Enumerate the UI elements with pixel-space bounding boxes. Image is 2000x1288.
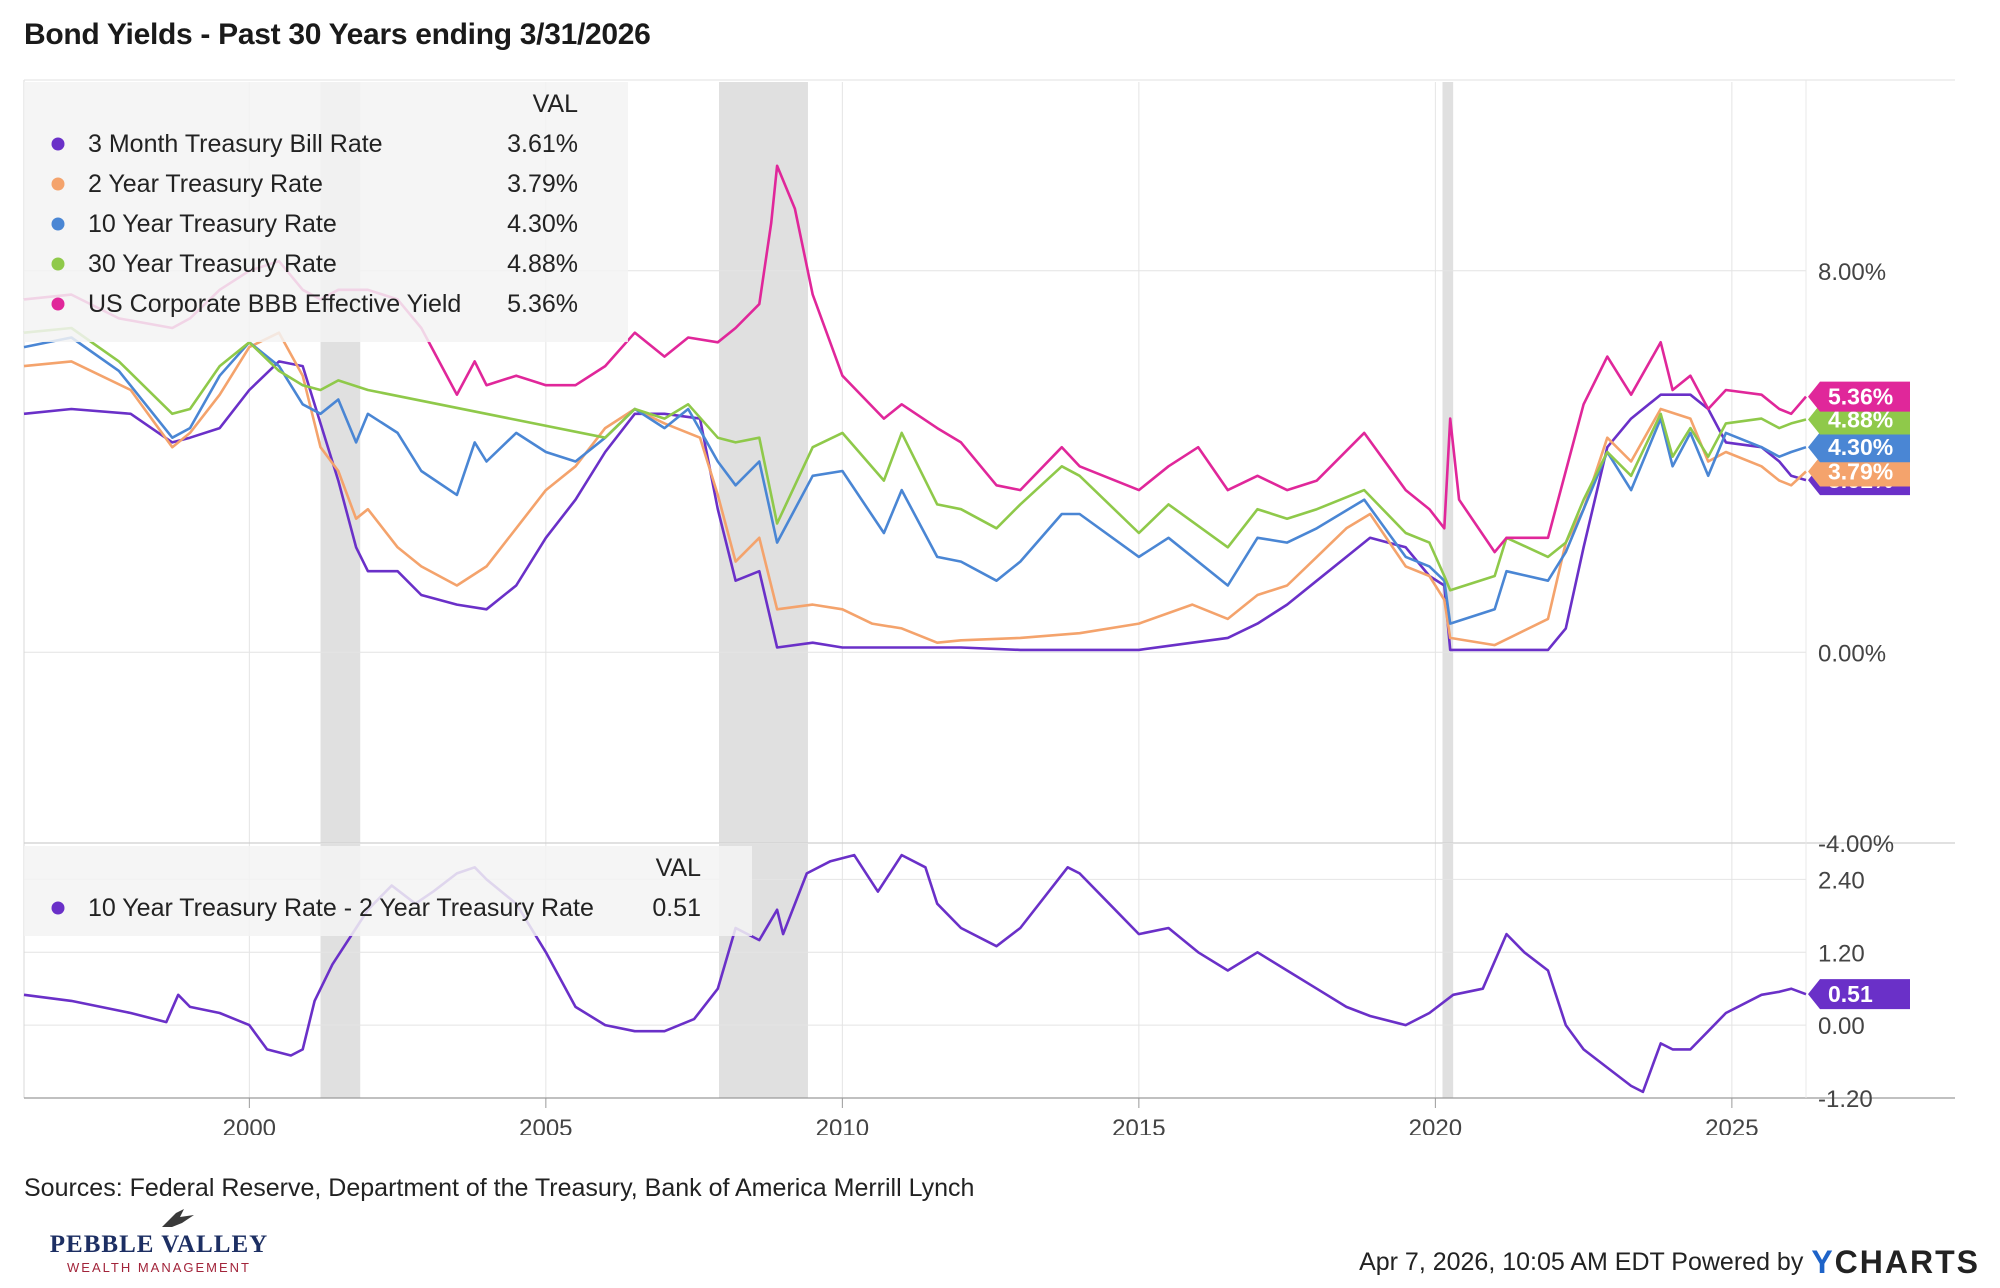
y-tick-label: -4.00% <box>1818 831 1894 858</box>
legend-label: 10 Year Treasury Rate - 2 Year Treasury … <box>88 894 594 922</box>
ycharts-logo[interactable]: YCHARTS <box>1811 1244 1980 1280</box>
value-badge-label: 0.51 <box>1828 981 1873 1007</box>
bird-icon <box>162 1209 194 1227</box>
legend-header: VAL <box>533 90 578 118</box>
legend: VAL 3 Month Treasury Bill Rate 3.61% 2 Year… <box>24 82 752 936</box>
value-badges: 3.61%3.79%4.30%4.88%5.36%0.51 <box>1808 381 1910 1010</box>
value-badge: 3.79% <box>1808 456 1910 487</box>
recession-band <box>1442 844 1454 1098</box>
legend-item[interactable]: 10 Year Treasury Rate 4.30% <box>51 210 579 238</box>
legend-label: 10 Year Treasury Rate <box>88 210 337 238</box>
logo-line2: WEALTH MANAGEMENT <box>67 1260 251 1275</box>
legend-value: 0.51 <box>652 894 701 922</box>
axis-labels: 8.00% 0.00% -4.00% 2.40 1.20 0.00 -1.20 2000 200… <box>223 259 1894 1135</box>
legend-marker <box>51 217 65 231</box>
value-badge-label: 3.79% <box>1828 459 1893 485</box>
legend-label: 3 Month Treasury Bill Rate <box>88 130 383 158</box>
x-tick-label: 2015 <box>1112 1115 1165 1135</box>
x-tick-label: 2020 <box>1409 1115 1462 1135</box>
y-tick-label: 8.00% <box>1818 259 1886 286</box>
legend-box <box>24 82 628 342</box>
legend-label: US Corporate BBB Effective Yield <box>88 290 461 318</box>
legend-header: VAL <box>656 854 701 882</box>
legend-value: 3.61% <box>507 130 578 158</box>
legend-item[interactable]: 10 Year Treasury Rate - 2 Year Treasury … <box>51 894 702 922</box>
value-badge: 0.51 <box>1808 979 1910 1010</box>
y-tick-label: 0.00% <box>1818 640 1886 667</box>
legend-value: 4.88% <box>507 250 578 278</box>
value-badge-label: 4.30% <box>1828 434 1893 460</box>
x-tick-label: 2005 <box>519 1115 572 1135</box>
value-badge: 4.30% <box>1808 432 1910 463</box>
legend-marker <box>51 257 65 271</box>
value-badge-label: 5.36% <box>1828 384 1893 410</box>
x-tick-label: 2000 <box>223 1115 276 1135</box>
legend-value: 5.36% <box>507 290 578 318</box>
legend-value: 3.79% <box>507 170 578 198</box>
legend-marker <box>51 137 65 151</box>
legend-item[interactable]: 2 Year Treasury Rate 3.79% <box>51 170 579 198</box>
value-badge: 5.36% <box>1808 381 1910 412</box>
chart-canvas: 8.00% 0.00% -4.00% 2.40 1.20 0.00 -1.20 2000 200… <box>23 79 1955 1135</box>
y-tick-label: -1.20 <box>1818 1086 1873 1113</box>
series-line <box>23 360 1807 652</box>
timestamp: Apr 7, 2026, 10:05 AM EDT Powered by <box>1359 1248 1804 1276</box>
legend-label: 2 Year Treasury Rate <box>88 170 323 198</box>
legend-box <box>24 846 752 936</box>
series-line <box>23 336 1807 625</box>
footer: Apr 7, 2026, 10:05 AM EDT Powered by YCH… <box>1359 1244 1980 1281</box>
series-line <box>23 326 1807 592</box>
chart-title: Bond Yields - Past 30 Years ending 3/31/… <box>24 18 651 51</box>
legend-item[interactable]: 30 Year Treasury Rate 4.88% <box>51 250 579 278</box>
y-tick-label: 0.00 <box>1818 1013 1865 1040</box>
legend-item[interactable]: 3 Month Treasury Bill Rate 3.61% <box>51 130 579 158</box>
x-tick-label: 2010 <box>816 1115 869 1135</box>
legend-item[interactable]: US Corporate BBB Effective Yield 5.36% <box>51 290 579 318</box>
legend-marker <box>51 901 65 915</box>
sources-note: Sources: Federal Reserve, Department of … <box>24 1174 975 1202</box>
logo-line1: PEBBLE VALLEY <box>50 1231 268 1258</box>
series-lines <box>23 164 1807 1094</box>
legend-value: 4.30% <box>507 210 578 238</box>
y-tick-label: 2.40 <box>1818 867 1865 894</box>
pebble-valley-logo: PEBBLE VALLEY WEALTH MANAGEMENT <box>50 1209 268 1275</box>
x-tick-label: 2025 <box>1705 1115 1758 1135</box>
legend-label: 30 Year Treasury Rate <box>88 250 337 278</box>
legend-marker <box>51 177 65 191</box>
series-line <box>23 853 1807 1094</box>
y-tick-label: 1.20 <box>1818 940 1865 967</box>
legend-marker <box>51 297 65 311</box>
